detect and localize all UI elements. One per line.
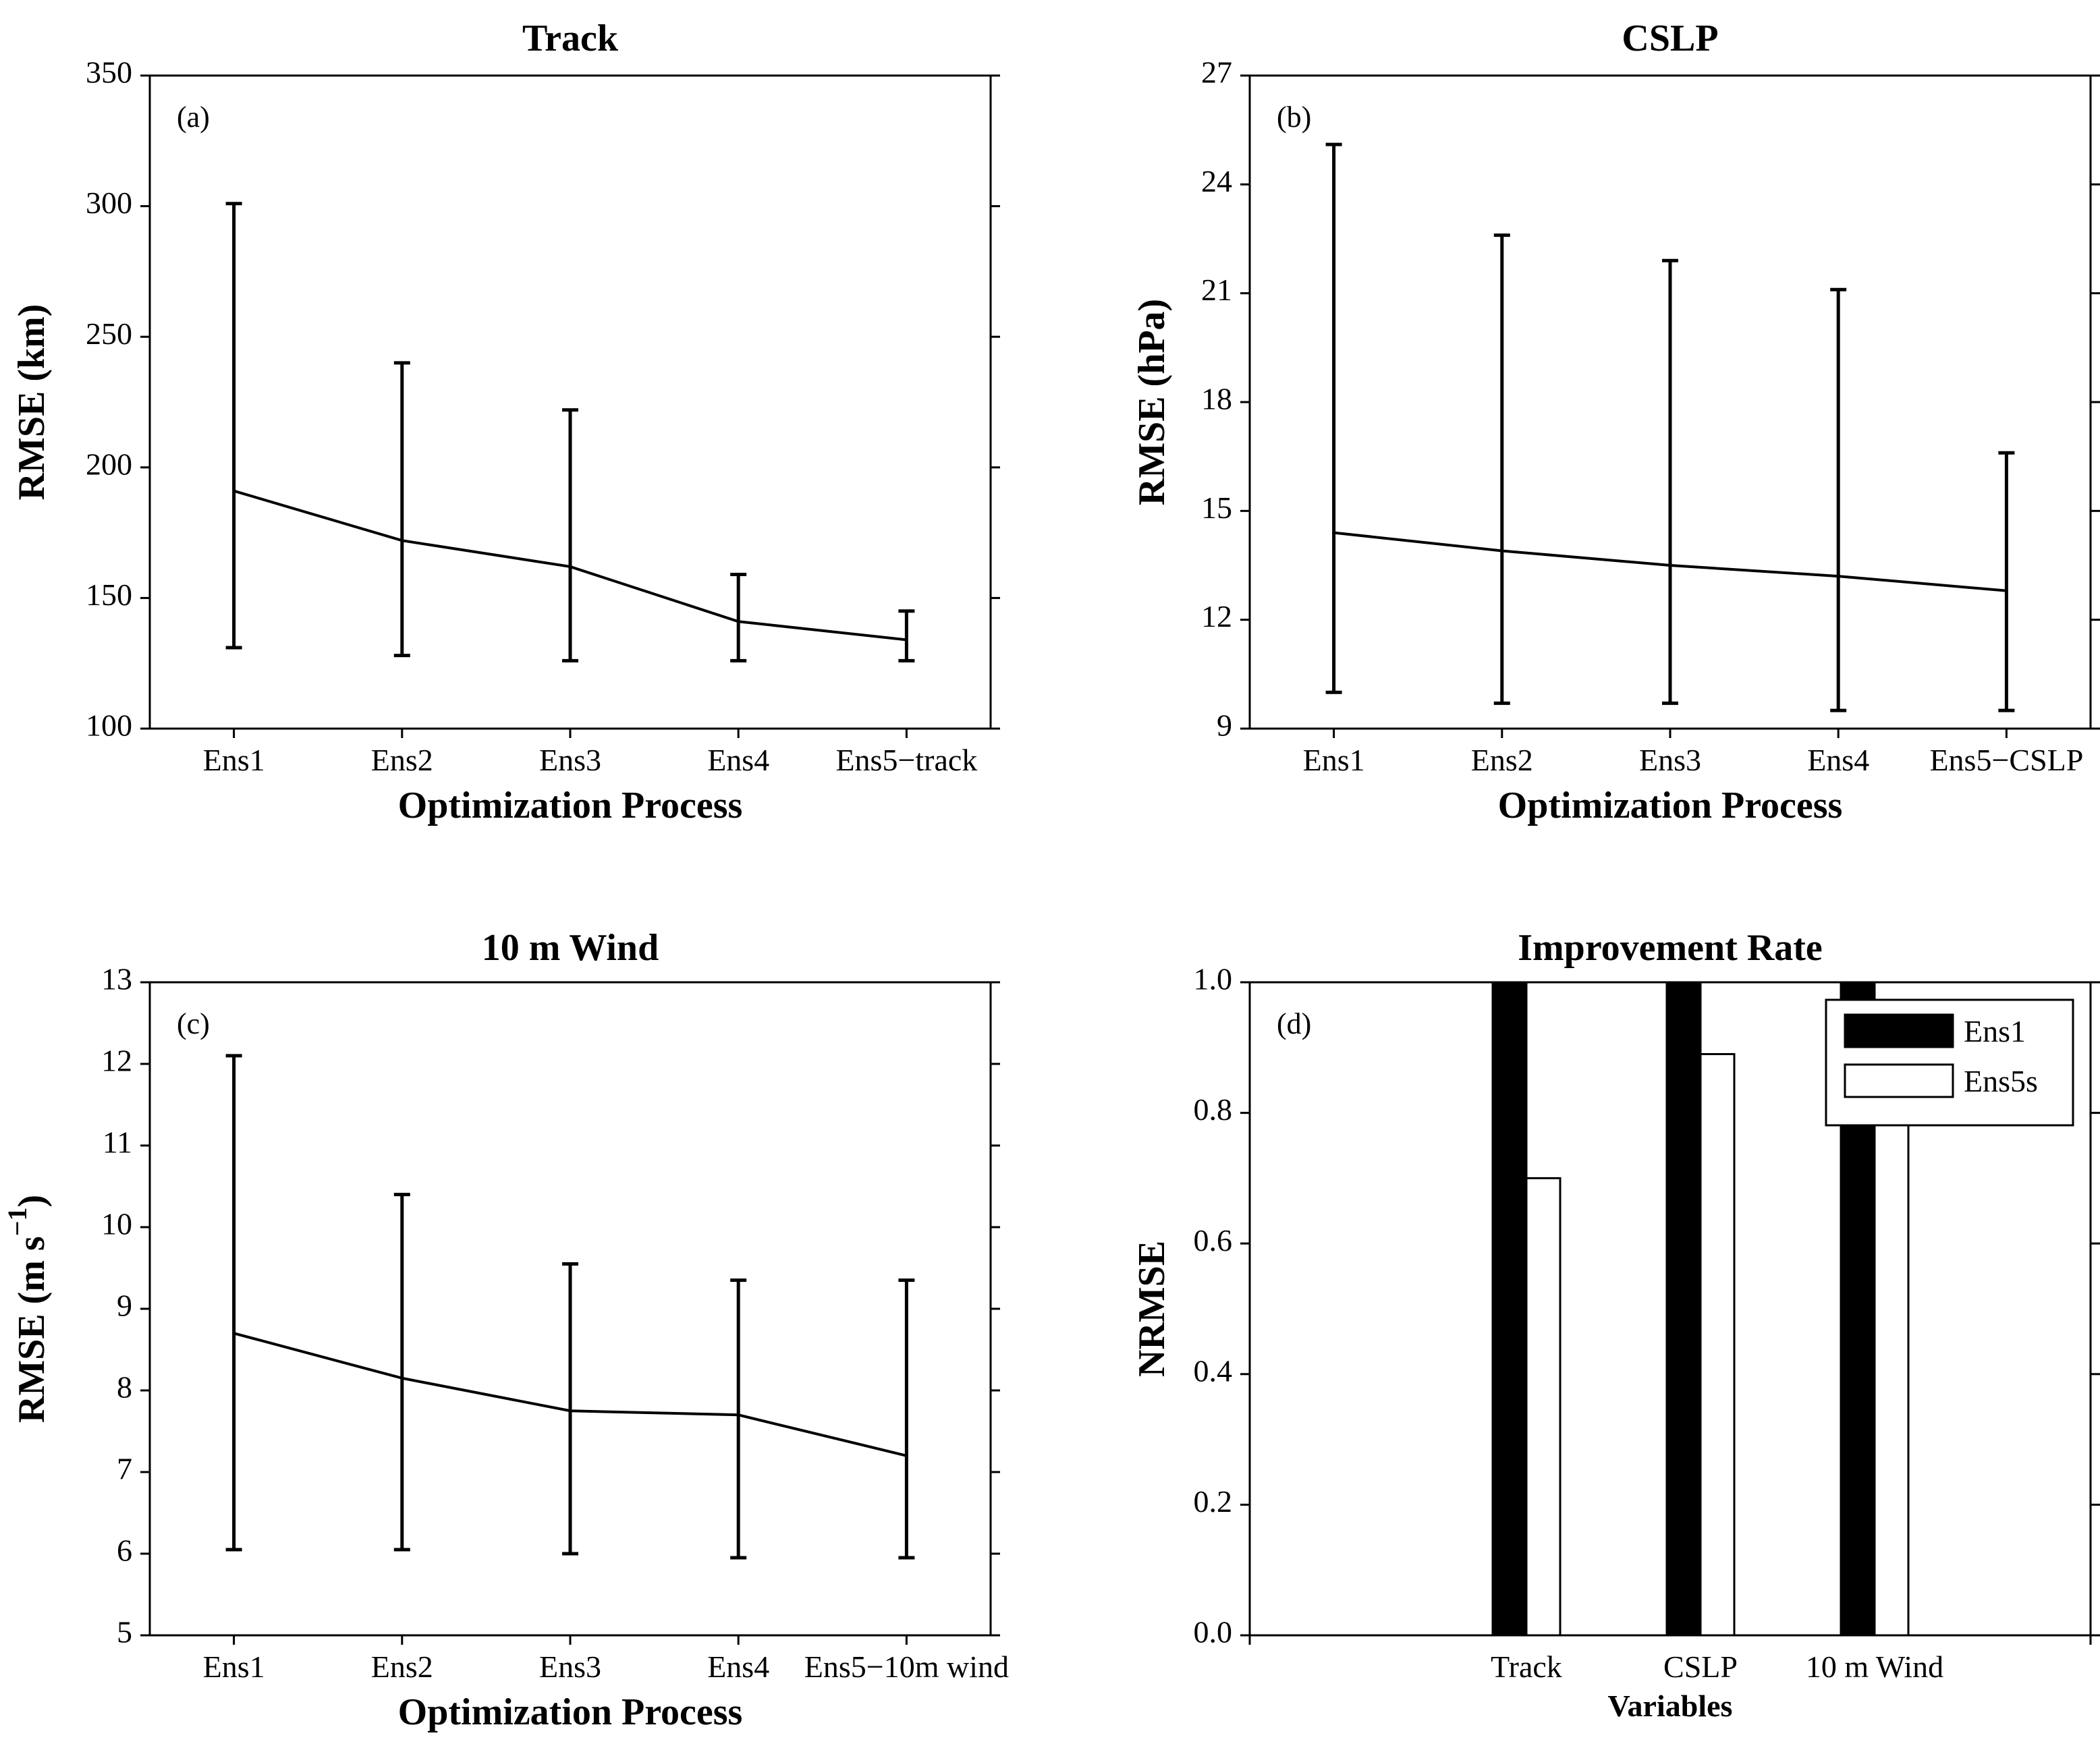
y-tick-label: 13 bbox=[101, 962, 132, 996]
y-tick-label: 8 bbox=[117, 1370, 132, 1405]
y-tick-label: 150 bbox=[86, 577, 132, 612]
panel-label: (a) bbox=[177, 101, 210, 134]
x-axis-label: Optimization Process bbox=[398, 1691, 743, 1733]
x-tick-label: Ens1 bbox=[203, 1649, 265, 1684]
x-tick-label: Ens3 bbox=[539, 1649, 601, 1684]
y-tick-label: 18 bbox=[1201, 382, 1232, 416]
bar-ens5s-track bbox=[1525, 1177, 1562, 1637]
y-tick-label: 250 bbox=[86, 316, 132, 351]
legend-label-ens5s: Ens5s bbox=[1964, 1064, 2038, 1098]
chart-title: Track bbox=[522, 18, 619, 59]
x-axis-label: Optimization Process bbox=[398, 785, 743, 826]
mean-point bbox=[400, 1376, 404, 1380]
panel-label: (b) bbox=[1277, 101, 1311, 134]
y-tick-label: 200 bbox=[86, 447, 132, 481]
mean-point bbox=[905, 1454, 908, 1457]
y-tick-label: 5 bbox=[117, 1615, 132, 1649]
bar-ens1-cslp bbox=[1665, 981, 1702, 1637]
bar-ens5s-10-m-wind bbox=[1873, 1092, 1910, 1637]
x-tick-label: Ens4 bbox=[1807, 743, 1869, 777]
legend-swatch-ens5s bbox=[1844, 1063, 1954, 1098]
y-tick-label: 21 bbox=[1201, 273, 1232, 307]
y-tick-label: 0.4 bbox=[1194, 1353, 1233, 1388]
y-tick-label: 12 bbox=[101, 1044, 132, 1078]
chart-title: 10 m Wind bbox=[482, 927, 659, 969]
x-tick-label: Ens5−10m wind bbox=[804, 1649, 1009, 1684]
y-tick-label: 1.0 bbox=[1194, 962, 1233, 996]
panel-cslp: CSLP (b) 9 12 15 18 21 24 27 RMSE (hPa) Ens1 Ens2 En… bbox=[1131, 18, 2100, 826]
x-tick-label: Ens3 bbox=[539, 743, 601, 777]
x-tick-label: Ens3 bbox=[1639, 743, 1701, 777]
y-tick-label: 9 bbox=[1217, 708, 1232, 743]
chart-title: CSLP bbox=[1622, 18, 1718, 59]
y-axis-label: RMSE (m s−1) bbox=[2, 1195, 53, 1423]
y-axis-label: RMSE (hPa) bbox=[1131, 299, 1173, 505]
panel-label: (d) bbox=[1277, 1007, 1311, 1040]
x-axis-label: Variables bbox=[1608, 1689, 1733, 1723]
panel-label: (c) bbox=[177, 1007, 210, 1040]
panel-wind: 10 m Wind (c) 5 6 7 8 9 10 11 12 13 RMSE (m s−1) Ens… bbox=[2, 927, 1009, 1733]
bar-ens5s-cslp bbox=[1699, 1052, 1736, 1637]
panel-track: Track (a) 100 150 200 250 300 350 RMSE (km) Ens1 E… bbox=[11, 18, 1000, 826]
mean-point bbox=[737, 620, 740, 623]
mean-point bbox=[905, 638, 908, 642]
legend: Ens1 Ens5s bbox=[1825, 998, 2074, 1127]
legend-label-ens1: Ens1 bbox=[1964, 1014, 2026, 1048]
x-tick-label: Ens2 bbox=[371, 743, 433, 777]
x-axis-label: Optimization Process bbox=[1498, 785, 1843, 826]
x-tick-label: Ens4 bbox=[707, 743, 769, 777]
x-tick-label: Ens2 bbox=[1471, 743, 1533, 777]
y-tick-label: 6 bbox=[117, 1533, 132, 1568]
mean-point bbox=[569, 565, 572, 568]
y-tick-label: 9 bbox=[117, 1289, 132, 1323]
x-tick-label: Ens1 bbox=[1303, 743, 1365, 777]
chart-title: Improvement Rate bbox=[1518, 927, 1823, 969]
mean-point bbox=[1837, 575, 1840, 578]
x-tick-label: Ens5−track bbox=[835, 743, 977, 777]
x-tick-label: CSLP bbox=[1663, 1649, 1738, 1684]
y-axis-label: RMSE (km) bbox=[11, 304, 53, 501]
mean-point bbox=[569, 1409, 572, 1413]
mean-point bbox=[232, 1332, 236, 1335]
y-tick-label: 10 bbox=[101, 1207, 132, 1241]
y-tick-label: 0.0 bbox=[1194, 1615, 1233, 1649]
x-tick-label: Ens5−CSLP bbox=[1929, 743, 2083, 777]
panel-improvement: Improvement Rate (d) 0.0 0.2 0.4 0.6 0.8 1.0 NRM… bbox=[1131, 927, 2100, 1723]
bar-ens1-track bbox=[1491, 981, 1528, 1637]
y-tick-label: 100 bbox=[86, 708, 132, 743]
y-axis-label-superscript: −1 bbox=[2, 1207, 32, 1236]
y-tick-label: 350 bbox=[86, 55, 132, 90]
y-tick-label: 11 bbox=[103, 1125, 132, 1160]
x-tick-label: Ens2 bbox=[371, 1649, 433, 1684]
y-axis-label-close: ) bbox=[11, 1195, 53, 1208]
y-axis-label: NRMSE bbox=[1131, 1241, 1173, 1377]
y-tick-label: 0.2 bbox=[1194, 1484, 1233, 1519]
y-axis-label-main: RMSE (m s bbox=[11, 1236, 53, 1423]
y-tick-label: 24 bbox=[1201, 164, 1232, 198]
x-tick-label: Ens1 bbox=[203, 743, 265, 777]
y-tick-label: 300 bbox=[86, 186, 132, 220]
mean-point bbox=[232, 489, 236, 492]
y-tick-label: 12 bbox=[1201, 599, 1232, 633]
y-tick-label: 7 bbox=[117, 1452, 132, 1486]
y-tick-label: 0.6 bbox=[1194, 1223, 1233, 1258]
mean-point bbox=[1332, 531, 1335, 534]
y-tick-label: 15 bbox=[1201, 490, 1232, 525]
legend-swatch-ens1 bbox=[1844, 1013, 1954, 1048]
x-tick-label: Track bbox=[1491, 1649, 1562, 1684]
y-tick-label: 0.8 bbox=[1194, 1092, 1233, 1127]
mean-point bbox=[1500, 549, 1503, 553]
x-tick-label: Ens4 bbox=[707, 1649, 769, 1684]
y-tick-label: 27 bbox=[1201, 55, 1232, 90]
x-tick-label: 10 m Wind bbox=[1806, 1649, 1943, 1684]
mean-point bbox=[1669, 564, 1671, 567]
mean-point bbox=[2005, 589, 2008, 592]
mean-point bbox=[400, 539, 404, 542]
mean-point bbox=[737, 1413, 740, 1417]
